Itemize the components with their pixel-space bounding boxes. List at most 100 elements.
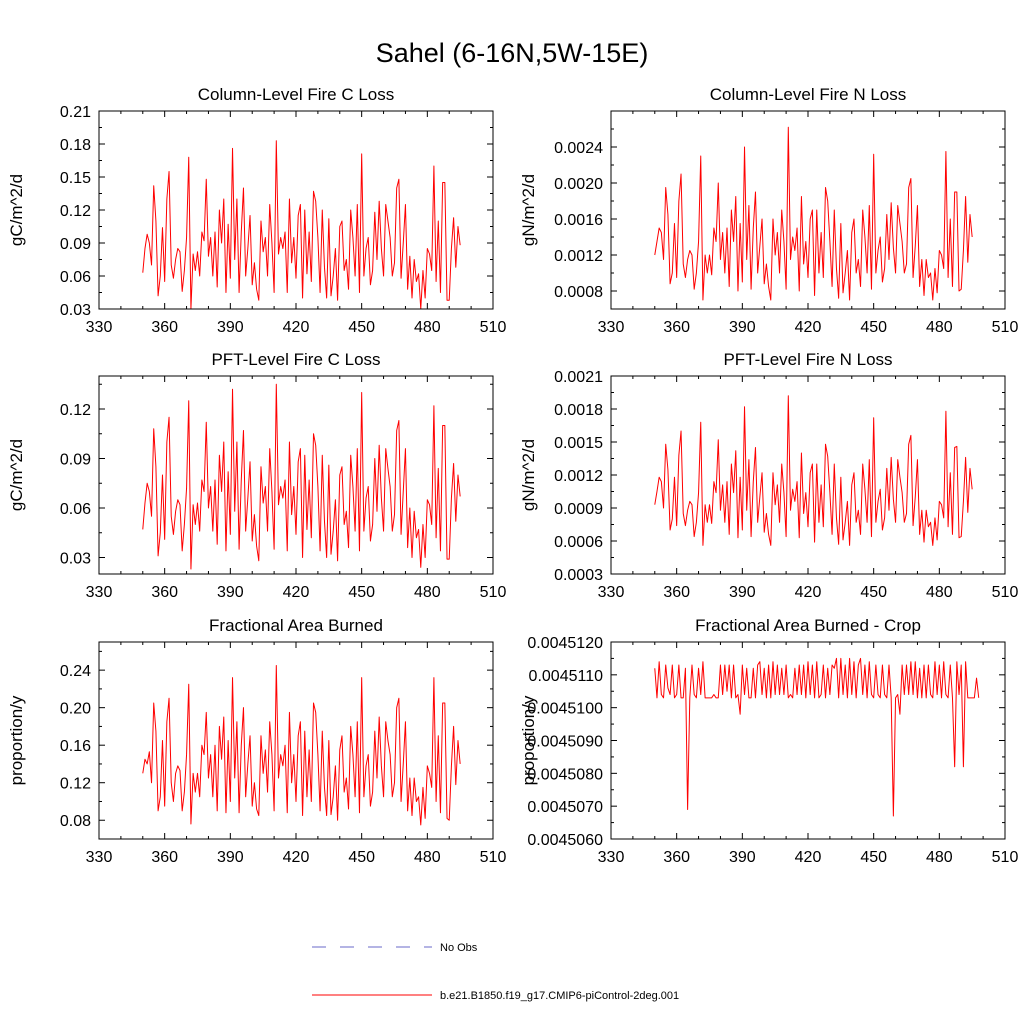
x-tick-label: 360 bbox=[151, 849, 178, 866]
y-axis-label: proportion/y bbox=[519, 695, 538, 785]
x-tick-label: 420 bbox=[795, 584, 822, 601]
plot-frame bbox=[610, 641, 1006, 840]
chart-panel: 330 360 390 420 450 480 510 0.0003 0.0006 0.0009 0… bbox=[519, 350, 1018, 601]
y-tick-label: 0.09 bbox=[60, 452, 91, 469]
x-tick-label: 390 bbox=[217, 584, 244, 601]
y-tick-label: 0.0008 bbox=[554, 284, 603, 301]
x-tick-label: 390 bbox=[217, 319, 244, 336]
y-tick-label: 0.24 bbox=[60, 663, 91, 680]
x-tick-label: 450 bbox=[860, 849, 887, 866]
x-tick-label: 420 bbox=[795, 319, 822, 336]
x-tick-label: 510 bbox=[480, 584, 507, 601]
x-tick-label: 450 bbox=[348, 319, 375, 336]
y-tick-label: 0.0020 bbox=[554, 176, 603, 193]
x-tick-label: 390 bbox=[217, 849, 244, 866]
legend-obs-label: No Obs bbox=[440, 942, 478, 954]
x-tick-label: 360 bbox=[663, 849, 690, 866]
y-tick-label: 0.0045070 bbox=[527, 799, 603, 816]
x-tick-label: 450 bbox=[860, 319, 887, 336]
y-tick-label: 0.16 bbox=[60, 738, 91, 755]
y-tick-label: 0.0024 bbox=[554, 140, 603, 157]
panel-title: PFT-Level Fire N Loss bbox=[723, 350, 892, 369]
x-tick-label: 360 bbox=[151, 319, 178, 336]
x-tick-label: 450 bbox=[348, 849, 375, 866]
panel-title: Column-Level Fire C Loss bbox=[198, 85, 395, 104]
x-tick-label: 360 bbox=[663, 319, 690, 336]
panel-title: Fractional Area Burned - Crop bbox=[695, 616, 921, 635]
y-tick-label: 0.12 bbox=[60, 776, 91, 793]
y-tick-label: 0.0018 bbox=[554, 402, 603, 419]
y-tick-label: 0.12 bbox=[60, 203, 91, 220]
y-tick-label: 0.0045100 bbox=[527, 701, 603, 718]
x-tick-label: 330 bbox=[598, 849, 625, 866]
y-tick-label: 0.0045110 bbox=[529, 668, 604, 685]
series-line bbox=[142, 664, 461, 826]
y-tick-label: 0.03 bbox=[60, 551, 91, 568]
y-tick-label: 0.15 bbox=[60, 170, 91, 187]
panel-title: Column-Level Fire N Loss bbox=[710, 85, 907, 104]
panel-title: PFT-Level Fire C Loss bbox=[211, 350, 380, 369]
y-tick-label: 0.12 bbox=[60, 402, 91, 419]
chart-panel: 330 360 390 420 450 480 510 0.0008 0.0012 0.0016 0… bbox=[519, 85, 1018, 336]
x-tick-label: 510 bbox=[480, 319, 507, 336]
y-tick-label: 0.18 bbox=[60, 137, 91, 154]
y-tick-label: 0.0003 bbox=[554, 567, 603, 584]
panel-title: Fractional Area Burned bbox=[209, 616, 383, 635]
y-tick-label: 0.09 bbox=[60, 236, 91, 253]
y-tick-label: 0.0045080 bbox=[527, 766, 603, 783]
x-tick-label: 360 bbox=[151, 584, 178, 601]
y-axis-label: gC/m^2/d bbox=[7, 174, 26, 246]
x-tick-label: 390 bbox=[729, 319, 756, 336]
x-tick-label: 390 bbox=[729, 584, 756, 601]
x-tick-label: 510 bbox=[992, 319, 1019, 336]
y-tick-label: 0.20 bbox=[60, 701, 91, 718]
chart-panel: 330 360 390 420 450 480 510 0.03 0.06 0.09 0.12 PFT… bbox=[7, 350, 506, 601]
x-tick-label: 510 bbox=[480, 849, 507, 866]
chart-panels: 330 360 390 420 450 480 510 0.03 0.06 0.09 0.12 0.1… bbox=[7, 85, 1018, 866]
y-tick-label: 0.0012 bbox=[554, 468, 603, 485]
y-tick-label: 0.0015 bbox=[554, 435, 603, 452]
y-axis-label: proportion/y bbox=[7, 695, 26, 785]
legend: No Obs b.e21.B1850.f19_g17.CMIP6-piContr… bbox=[312, 942, 679, 1002]
x-tick-label: 510 bbox=[992, 849, 1019, 866]
y-axis-label: gN/m^2/d bbox=[519, 439, 538, 511]
y-tick-label: 0.0009 bbox=[554, 501, 603, 518]
x-tick-label: 330 bbox=[86, 319, 113, 336]
x-tick-label: 420 bbox=[283, 849, 310, 866]
x-tick-label: 450 bbox=[348, 584, 375, 601]
x-tick-label: 480 bbox=[414, 849, 441, 866]
y-tick-label: 0.08 bbox=[60, 813, 91, 830]
y-tick-label: 0.0045060 bbox=[527, 832, 603, 849]
x-tick-label: 480 bbox=[926, 849, 953, 866]
x-tick-label: 360 bbox=[663, 584, 690, 601]
series-line bbox=[142, 383, 461, 570]
chart-panel: 330 360 390 420 450 480 510 0.03 0.06 0.09 0.12 0.1… bbox=[7, 85, 506, 336]
y-tick-label: 0.21 bbox=[60, 104, 91, 121]
x-tick-label: 480 bbox=[414, 584, 441, 601]
figure-title: Sahel (6-16N,5W-15E) bbox=[376, 38, 649, 68]
y-tick-label: 0.0012 bbox=[554, 248, 603, 265]
y-axis-label: gN/m^2/d bbox=[519, 174, 538, 246]
chart-panel: 330 360 390 420 450 480 510 0.08 0.12 0.16 0.20 0.2… bbox=[7, 616, 506, 866]
series-line bbox=[654, 657, 980, 817]
x-tick-label: 330 bbox=[598, 319, 625, 336]
plot-frame bbox=[610, 375, 1006, 575]
x-tick-label: 450 bbox=[860, 584, 887, 601]
x-tick-label: 330 bbox=[598, 584, 625, 601]
series-line bbox=[142, 140, 461, 310]
y-axis-label: gC/m^2/d bbox=[7, 439, 26, 511]
y-tick-label: 0.0006 bbox=[554, 534, 603, 551]
y-tick-label: 0.06 bbox=[60, 269, 91, 286]
series-line bbox=[654, 395, 973, 546]
x-tick-label: 330 bbox=[86, 849, 113, 866]
y-tick-label: 0.0045120 bbox=[527, 635, 603, 652]
y-tick-label: 0.06 bbox=[60, 501, 91, 518]
series-line bbox=[654, 126, 973, 301]
x-tick-label: 420 bbox=[283, 319, 310, 336]
x-tick-label: 420 bbox=[795, 849, 822, 866]
x-tick-label: 510 bbox=[992, 584, 1019, 601]
chart-panel: 330 360 390 420 450 480 510 0.0045060 0.0045070 0… bbox=[519, 616, 1018, 866]
y-tick-label: 0.0016 bbox=[554, 212, 603, 229]
x-tick-label: 480 bbox=[414, 319, 441, 336]
